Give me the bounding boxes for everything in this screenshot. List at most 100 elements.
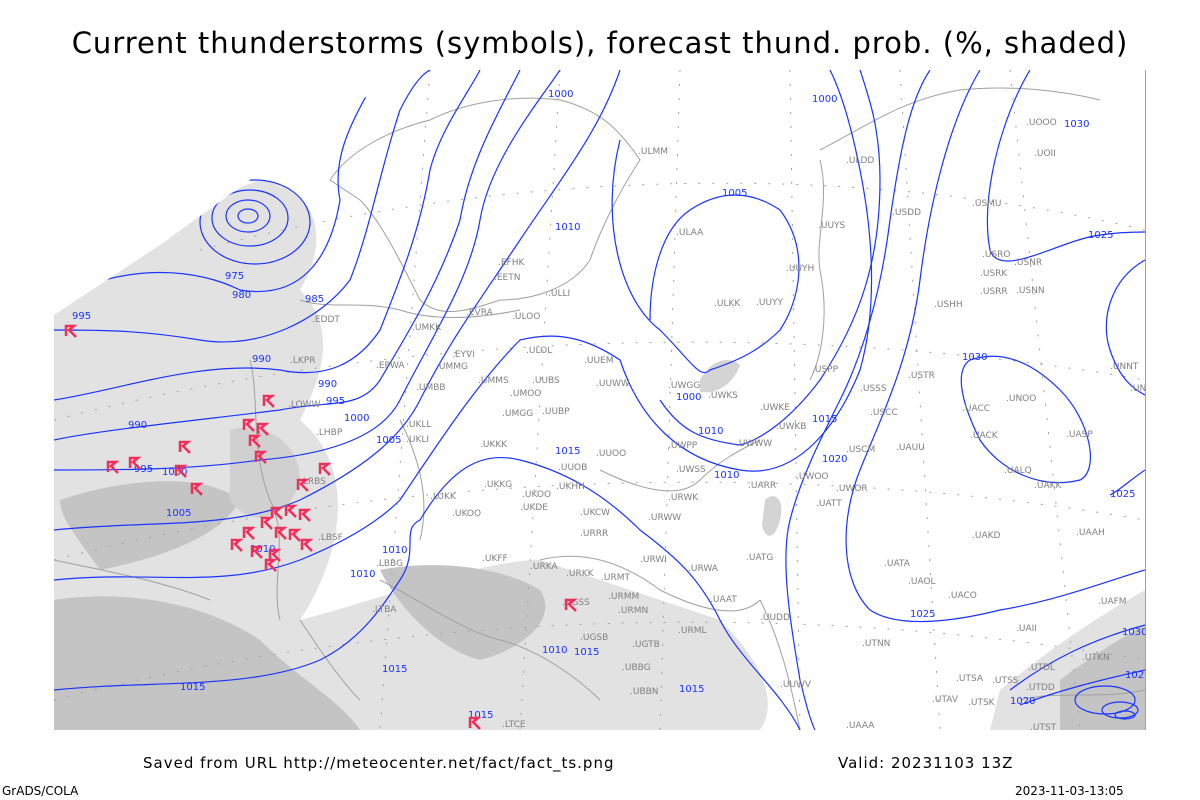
station-label: .UUYS [818, 221, 846, 231]
thunderstorm-symbol-icon [300, 538, 314, 552]
isobar-label: 1020 [822, 454, 847, 465]
station-label: .UUWV [780, 680, 812, 690]
station-label: .UUYH [786, 264, 814, 274]
station-label: .UUEM [584, 356, 614, 366]
isobar-label: 1015 [180, 682, 205, 693]
isobar-label: 1025 [910, 609, 935, 620]
station-label: .USRR [980, 287, 1008, 297]
thunderstorm-symbol-icon [248, 434, 262, 448]
thunderstorm-symbol-icon [64, 324, 78, 338]
thunderstorm-symbol-icon [274, 526, 288, 540]
station-label: .UKKK [480, 440, 508, 450]
station-label: .UTSA [956, 674, 984, 684]
isobar-label: 995 [134, 464, 153, 475]
thunderstorm-symbol-icon [174, 464, 188, 478]
station-label: .UAII [1016, 624, 1037, 634]
station-label: .UTDD [1026, 683, 1055, 693]
isobar-label: 1015 [574, 647, 599, 658]
station-label: .UKLI [406, 435, 429, 445]
thunderstorm-symbol-icon [256, 422, 270, 436]
station-label: .LTBA [372, 605, 397, 615]
isobars [54, 70, 1145, 730]
isobar-label: 1030 [1122, 627, 1147, 638]
station-label: .UKKG [484, 480, 512, 490]
isobar-label: 1020 [1010, 696, 1035, 707]
station-label: .UUYY [756, 298, 784, 308]
thunderstorm-symbol-icon [268, 548, 282, 562]
station-label: .UACK [970, 431, 999, 441]
station-label: .ULDD [846, 156, 874, 166]
isobar-label: 1005 [166, 508, 191, 519]
isobar-label: 1030 [1064, 119, 1089, 130]
station-label: .UGTB [632, 640, 660, 650]
station-label: .UUBS [532, 376, 560, 386]
station-label: .UGSS [562, 598, 590, 608]
station-label: .URML [678, 626, 706, 636]
station-label: .URMT [601, 573, 630, 583]
station-label: .UWOR [836, 484, 868, 494]
isobar-label: 1000 [548, 89, 573, 100]
isobar-label: 990 [318, 379, 337, 390]
station-label: .UKOO [452, 509, 481, 519]
station-label: .UTAV [932, 695, 959, 705]
station-label: .UATT [816, 499, 842, 509]
station-label: .UTKN [1082, 653, 1110, 663]
station-label: .URWW [648, 513, 681, 523]
thunderstorm-symbol-icon [284, 504, 298, 518]
station-label: .UALQ [1004, 466, 1032, 476]
station-label: .USNR [1014, 258, 1042, 268]
station-label: .EPWA [376, 361, 405, 371]
thunderstorm-probability-shading [54, 180, 1145, 730]
station-label: .UWSS [676, 465, 706, 475]
station-label: .UATA [884, 559, 911, 569]
station-label: .UARR [748, 481, 776, 491]
station-label: .LBBG [376, 559, 403, 569]
station-label: .UWPP [668, 441, 698, 451]
station-label: .UKFF [482, 554, 508, 564]
valid-time-text: Valid: 20231103 13Z [838, 754, 1014, 772]
station-label: .UACC [962, 404, 990, 414]
station-label: .UUDD [760, 613, 790, 623]
station-label: .UWKS [708, 391, 738, 401]
isobar-label: 1010 [555, 222, 580, 233]
isobar-label: 990 [252, 354, 271, 365]
station-label: .USSS [860, 384, 887, 394]
station-label: .UKDE [520, 503, 548, 513]
station-label: .UKLL [406, 420, 431, 430]
isobar-label: 1000 [676, 392, 701, 403]
isobar-label: 980 [232, 290, 251, 301]
station-label: .UAAH [1076, 528, 1105, 538]
station-labels: .EDDT .LKPR .EPWA .LOWW .LHBP .LRBS .LBSF .LBBG… [288, 118, 1145, 733]
thunderstorm-symbols [64, 324, 578, 730]
station-label: .ULMM [638, 147, 668, 157]
thunderstorm-symbol-icon [260, 516, 274, 530]
station-label: .LTCE [502, 720, 526, 730]
software-credit: GrADS/COLA [2, 784, 79, 798]
isobar-label: 1025 [1088, 230, 1113, 241]
station-label: .UOII [1034, 149, 1056, 159]
station-label: .URWI [640, 555, 667, 565]
isobar-label: 985 [305, 294, 324, 305]
station-label: .UMMS [478, 376, 509, 386]
station-label: .ULKK [714, 299, 741, 309]
coastlines-borders [54, 87, 1145, 730]
isobar-label: 1010 [350, 569, 375, 580]
isobar-label: 1005 [722, 188, 747, 199]
station-label: .UMKK [412, 323, 442, 333]
isobar-label: 1010 [542, 645, 567, 656]
isobar-label: 995 [326, 396, 345, 407]
station-label: .UAKD [972, 531, 1001, 541]
station-label: .UWKE [760, 403, 790, 413]
station-label: .UAOL [908, 577, 936, 587]
station-label: .UTST [1030, 723, 1057, 733]
isobar-label: 1000 [344, 413, 369, 424]
thunderstorm-symbol-icon [288, 528, 302, 542]
thunderstorm-symbol-icon [242, 418, 256, 432]
isobar-label: 1025 [1125, 670, 1150, 681]
isobar-label: 1010 [698, 426, 723, 437]
station-label: .UTNN [862, 639, 890, 649]
station-label: .UTSS [992, 676, 1019, 686]
isobar-labels: 995 975 980 985 990 990 995 1000 1005 990 995 1000 1… [72, 89, 1150, 721]
station-label: .URKA [530, 562, 558, 572]
